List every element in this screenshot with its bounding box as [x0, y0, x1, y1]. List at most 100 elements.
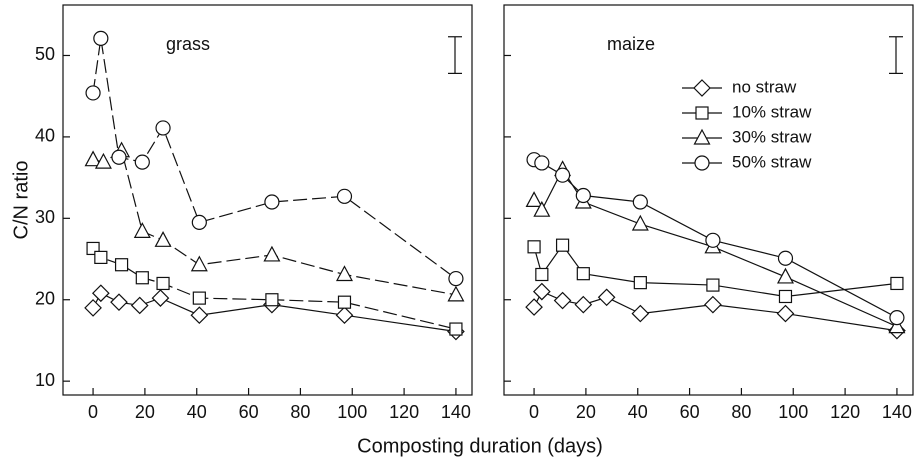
y-tick-label: 40: [35, 126, 55, 146]
marker: [84, 150, 102, 167]
marker: [575, 187, 591, 204]
marker: [191, 214, 207, 230]
marker: [264, 194, 280, 210]
marker: [265, 293, 279, 307]
marker: [777, 250, 794, 266]
marker: [533, 200, 551, 217]
marker: [190, 306, 209, 325]
y-tick-label: 10: [35, 370, 55, 390]
marker: [778, 289, 793, 304]
marker: [574, 295, 593, 314]
marker: [776, 304, 795, 323]
x-tick-label: 80: [731, 402, 751, 422]
marker: [135, 271, 149, 285]
marker: [776, 267, 794, 284]
x-tick-label: 140: [441, 402, 471, 422]
marker: [448, 270, 464, 287]
y-tick-label: 30: [35, 207, 55, 227]
marker: [447, 285, 465, 302]
marker: [704, 295, 722, 314]
marker: [337, 295, 352, 309]
x-tick-label: 120: [830, 402, 860, 422]
x-tick-label: 20: [576, 402, 596, 422]
marker: [525, 298, 543, 316]
marker: [93, 30, 109, 46]
marker: [263, 245, 281, 262]
legend-marker: [694, 155, 710, 171]
marker: [889, 310, 905, 326]
series-line: [533, 168, 898, 328]
x-tick-label: 40: [628, 402, 648, 422]
marker: [91, 284, 110, 303]
x-tick-label: 60: [239, 402, 259, 422]
marker: [190, 255, 208, 272]
marker: [154, 231, 172, 247]
marker: [706, 278, 720, 292]
marker: [633, 276, 647, 290]
legend-marker: [693, 79, 711, 97]
x-tick-label: 40: [187, 402, 207, 422]
panel-title: grass: [166, 34, 210, 54]
marker: [597, 288, 616, 307]
y-axis-label: C/N ratio: [10, 161, 32, 240]
marker: [85, 85, 101, 101]
legend-label: 50% straw: [732, 152, 812, 171]
panel-title: maize: [607, 34, 655, 54]
marker: [110, 293, 128, 312]
x-tick-label: 0: [88, 402, 98, 422]
legend-label: 30% straw: [732, 127, 812, 146]
marker: [532, 282, 551, 301]
marker: [449, 322, 463, 336]
x-tick-label: 60: [680, 402, 700, 422]
marker: [535, 267, 549, 282]
x-tick-label: 100: [778, 402, 808, 422]
marker: [94, 152, 112, 169]
marker: [525, 191, 543, 208]
legend-label: no straw: [732, 77, 797, 96]
marker: [335, 265, 353, 282]
y-tick-label: 20: [35, 288, 55, 308]
marker: [156, 276, 170, 291]
marker: [114, 258, 129, 272]
plot-frame: [62, 4, 473, 396]
marker: [134, 154, 150, 170]
marker: [632, 194, 648, 210]
x-tick-label: 80: [290, 402, 310, 422]
x-tick-label: 20: [135, 402, 155, 422]
marker: [888, 317, 906, 334]
marker: [553, 291, 572, 310]
legend-label: 10% straw: [732, 102, 812, 121]
marker: [84, 299, 102, 317]
series-line: [533, 290, 898, 332]
marker: [151, 289, 170, 307]
range-bar: [889, 36, 903, 74]
x-tick-label: 140: [882, 402, 912, 422]
marker: [335, 306, 354, 325]
marker: [130, 296, 149, 315]
range-bar: [448, 36, 462, 74]
marker: [554, 167, 571, 183]
x-tick-label: 100: [337, 402, 367, 422]
marker: [534, 155, 550, 171]
marker: [111, 149, 127, 165]
marker: [555, 238, 570, 252]
marker: [705, 232, 721, 248]
plot-frame: [503, 4, 914, 396]
legend-marker: [695, 106, 709, 120]
marker: [192, 291, 206, 305]
marker: [890, 276, 904, 291]
y-tick-label: 50: [35, 44, 55, 64]
x-tick-label: 0: [529, 402, 539, 422]
marker: [94, 250, 108, 265]
x-tick-label: 120: [389, 402, 419, 422]
legend-marker: [693, 128, 711, 145]
marker: [336, 188, 353, 204]
marker: [631, 214, 649, 231]
marker: [133, 222, 151, 238]
x-axis-label: Composting duration (days): [357, 435, 603, 457]
marker: [631, 304, 650, 323]
marker: [155, 120, 171, 136]
marker: [576, 267, 590, 281]
marker: [527, 240, 541, 254]
